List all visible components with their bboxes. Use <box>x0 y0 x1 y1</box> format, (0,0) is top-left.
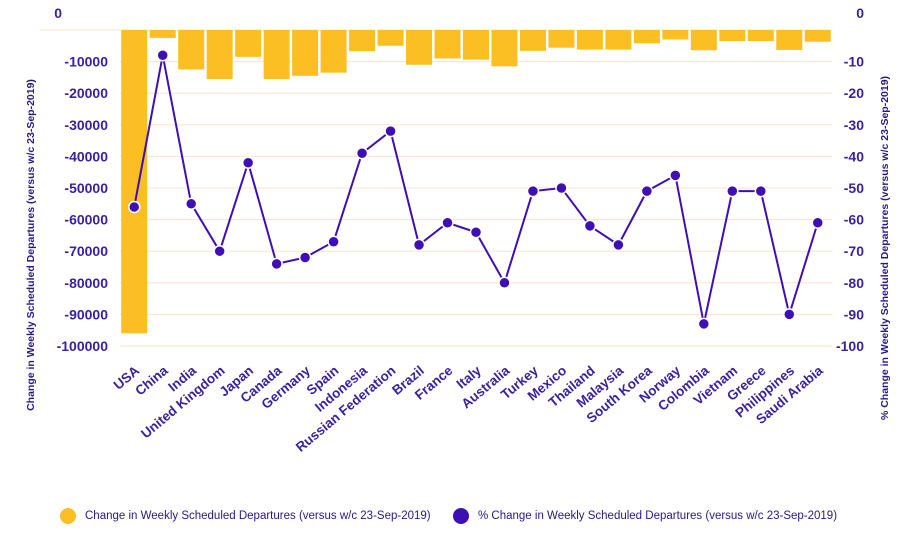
bar[interactable] <box>548 30 575 48</box>
left-tick-label: -70000 <box>64 243 108 259</box>
left-tick-label: -10000 <box>64 54 108 70</box>
line-point[interactable] <box>127 200 141 214</box>
line-point[interactable] <box>640 184 654 198</box>
right-axis-title: % Change in Weekly Scheduled Departures … <box>879 76 891 420</box>
line-point[interactable] <box>498 276 511 290</box>
line-point[interactable] <box>213 244 226 258</box>
left-tick-label: -100000 <box>57 338 109 354</box>
legend-bar-label: Change in Weekly Scheduled Departures (v… <box>85 510 431 522</box>
line-point[interactable] <box>583 219 597 233</box>
legend-item-bar[interactable]: Change in Weekly Scheduled Departures (v… <box>60 502 431 530</box>
bar[interactable] <box>463 30 489 60</box>
left-axis-title: Change in Weekly Scheduled Departures (v… <box>25 79 37 411</box>
right-tick-label: -20 <box>844 85 864 101</box>
line-point[interactable] <box>783 308 796 321</box>
bar[interactable] <box>776 30 803 50</box>
line-point[interactable] <box>811 216 825 230</box>
line-series <box>127 49 825 331</box>
line-point[interactable] <box>241 156 255 169</box>
bar[interactable] <box>690 30 717 51</box>
line-point[interactable] <box>384 124 397 138</box>
line-point[interactable] <box>697 317 711 331</box>
line-point[interactable] <box>412 238 426 252</box>
bar[interactable] <box>633 30 660 44</box>
bar[interactable] <box>292 30 319 76</box>
line-path <box>133 55 819 325</box>
left-tick-label: -30000 <box>64 117 108 133</box>
right-tick-label: -30 <box>844 117 864 133</box>
right-tick-label: -100 <box>836 338 864 354</box>
left-tick-label: 0 <box>54 5 62 21</box>
bar[interactable] <box>178 30 205 70</box>
left-tick-label: -60000 <box>64 212 108 228</box>
left-axis: 0 -10000 -20000 -30000 -40000 -50000 -60000 -70… <box>54 5 108 354</box>
bar[interactable] <box>747 30 774 42</box>
right-tick-label: -70 <box>844 243 864 259</box>
line-point[interactable] <box>355 146 369 160</box>
line-point[interactable] <box>555 181 568 195</box>
line-point[interactable] <box>156 49 169 62</box>
line-point[interactable] <box>469 225 483 239</box>
legend-bar-swatch-icon <box>60 508 76 524</box>
right-tick-label: -40 <box>844 148 864 164</box>
combo-chart: 0 -10000 -20000 -30000 -40000 -50000 -60000 -70… <box>25 5 891 455</box>
legend-line-label: % Change in Weekly Scheduled Departures … <box>478 510 838 522</box>
line-point[interactable] <box>526 184 540 198</box>
line-point[interactable] <box>327 235 340 248</box>
bar[interactable] <box>377 30 404 46</box>
bar[interactable] <box>149 30 176 38</box>
right-tick-label: -10 <box>844 54 864 70</box>
bar[interactable] <box>320 30 347 73</box>
right-tick-label: -50 <box>844 180 864 196</box>
bar[interactable] <box>263 30 290 79</box>
left-tick-label: -90000 <box>64 306 108 322</box>
category-label: China <box>132 363 171 399</box>
line-point[interactable] <box>612 238 625 252</box>
left-tick-label: -20000 <box>64 85 108 101</box>
bar[interactable] <box>605 30 632 50</box>
bar[interactable] <box>719 30 746 42</box>
legend: Change in Weekly Scheduled Departures (v… <box>0 502 902 530</box>
bar-series <box>121 30 831 334</box>
left-tick-label: -50000 <box>64 180 108 196</box>
line-point[interactable] <box>184 197 198 211</box>
bar[interactable] <box>491 30 518 67</box>
line-point[interactable] <box>270 257 283 271</box>
bar[interactable] <box>349 30 376 52</box>
right-tick-label: -80 <box>844 275 864 291</box>
bar[interactable] <box>121 30 148 334</box>
line-point[interactable] <box>754 184 768 198</box>
left-tick-label: -80000 <box>64 275 108 291</box>
line-point[interactable] <box>441 216 454 230</box>
line-point[interactable] <box>726 184 739 198</box>
legend-item-line[interactable]: % Change in Weekly Scheduled Departures … <box>453 502 837 530</box>
bar[interactable] <box>804 30 831 42</box>
bar[interactable] <box>519 30 546 51</box>
legend-line-swatch-icon <box>453 508 469 524</box>
line-point[interactable] <box>298 251 312 264</box>
bar[interactable] <box>406 30 433 65</box>
bar[interactable] <box>662 30 689 40</box>
bar[interactable] <box>235 30 262 57</box>
right-tick-label: -60 <box>844 212 864 228</box>
line-point[interactable] <box>669 169 682 182</box>
bar[interactable] <box>206 30 233 79</box>
right-tick-label: -90 <box>844 306 864 322</box>
bar[interactable] <box>576 30 603 50</box>
bar[interactable] <box>434 30 461 59</box>
right-tick-label: 0 <box>856 5 864 21</box>
left-tick-label: -40000 <box>64 148 108 164</box>
right-axis: 0 -10 -20 -30 -40 -50 -60 -70 -80 -90 -100 <box>836 5 864 354</box>
